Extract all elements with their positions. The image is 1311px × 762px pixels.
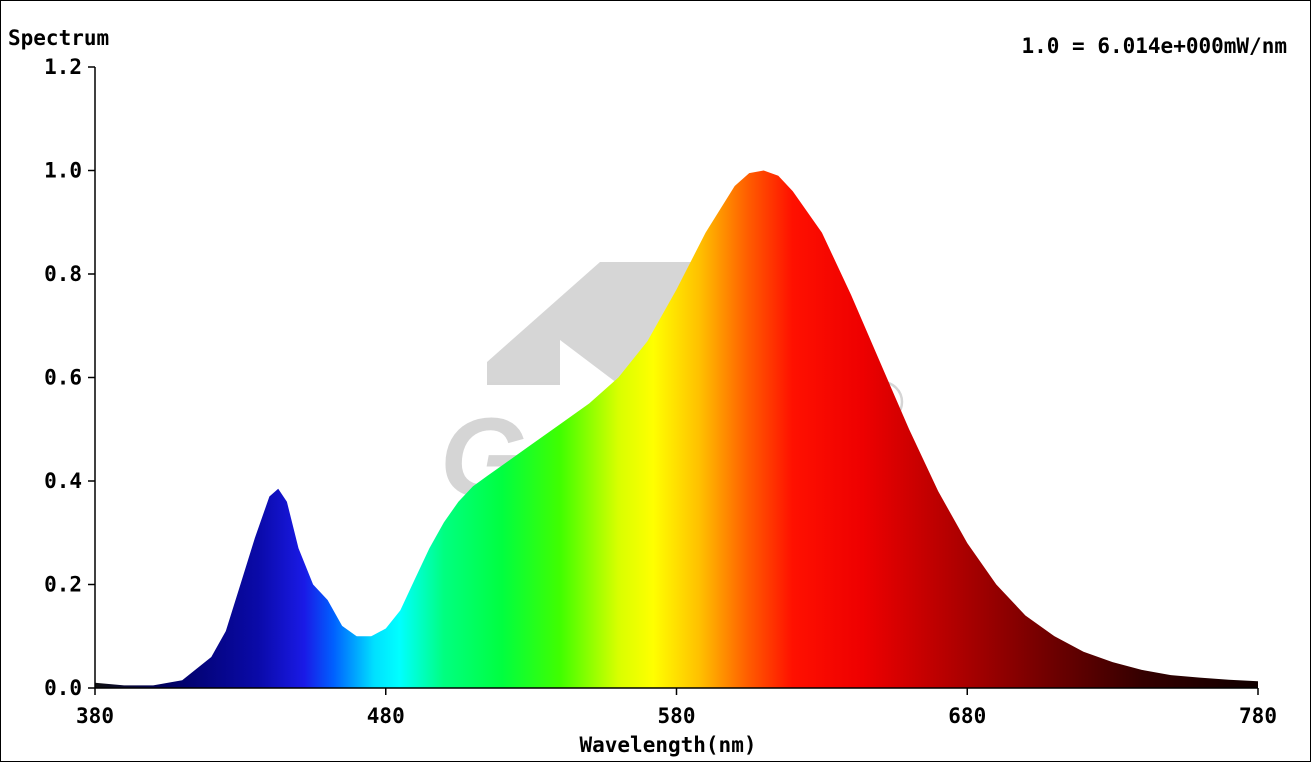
x-axis-ticks: 380 480 580 680 780 [76,688,1277,728]
y-tick-label: 0.2 [44,573,82,597]
x-tick-label: 380 [76,704,114,728]
y-tick-label: 0.6 [44,366,82,390]
y-tick-label: 0.0 [44,676,82,700]
y-tick-label: 1.2 [44,55,82,79]
y-tick-label: 1.0 [44,159,82,183]
chart-title: Spectrum [8,26,110,50]
x-tick-label: 580 [658,704,696,728]
x-tick-label: 780 [1239,704,1277,728]
x-tick-label: 480 [367,704,405,728]
scale-annotation: 1.0 = 6.014e+000mW/nm [1021,34,1287,58]
x-axis-label: Wavelength(nm) [579,733,756,757]
x-tick-label: 680 [948,704,986,728]
y-tick-label: 0.8 [44,262,82,286]
spectrum-area [95,170,1258,688]
y-tick-label: 0.4 [44,469,82,493]
y-axis-ticks: 0.0 0.2 0.4 0.6 0.8 1.0 1.2 [44,55,95,700]
